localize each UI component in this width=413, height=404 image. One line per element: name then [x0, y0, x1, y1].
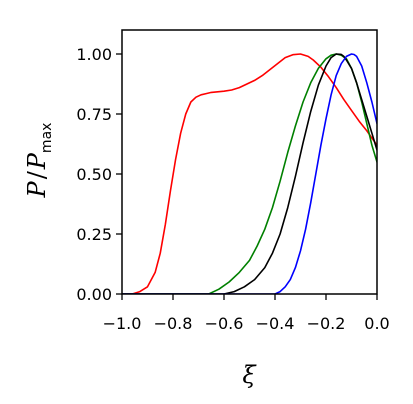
- y-tick-label: 0.25: [76, 225, 112, 244]
- x-axis-ticks: −1.0 −0.8 −0.6 −0.4 −0.2 0.0: [103, 294, 390, 333]
- series-line-4: [122, 53, 377, 294]
- x-tick-label: −1.0: [103, 314, 142, 333]
- x-tick-label: 0.0: [364, 314, 389, 333]
- y-label-subscript: max: [39, 123, 55, 154]
- x-tick-label: −0.8: [154, 314, 193, 333]
- x-tick-label: −0.2: [307, 314, 346, 333]
- y-axis-label: P/Pmax: [23, 123, 55, 199]
- y-tick-label: 0.50: [76, 165, 112, 184]
- y-label-separator: /: [23, 170, 51, 179]
- y-tick-label: 0.75: [76, 105, 112, 124]
- plot-frame: [121, 29, 378, 295]
- svg-text:P/Pmax: P/Pmax: [23, 123, 55, 199]
- y-tick-label: 0.00: [76, 285, 112, 304]
- series-line-3: [122, 53, 377, 294]
- x-tick-label: −0.4: [256, 314, 295, 333]
- x-axis-label: ξ: [242, 361, 257, 389]
- x-tick-label: −0.6: [205, 314, 244, 333]
- series-layer: [122, 53, 377, 294]
- y-axis-ticks: 0.00 0.25 0.50 0.75 1.00: [76, 45, 122, 304]
- y-tick-label: 1.00: [76, 45, 112, 64]
- y-label-numerator: P: [23, 180, 51, 198]
- y-label-denominator: P: [23, 152, 51, 170]
